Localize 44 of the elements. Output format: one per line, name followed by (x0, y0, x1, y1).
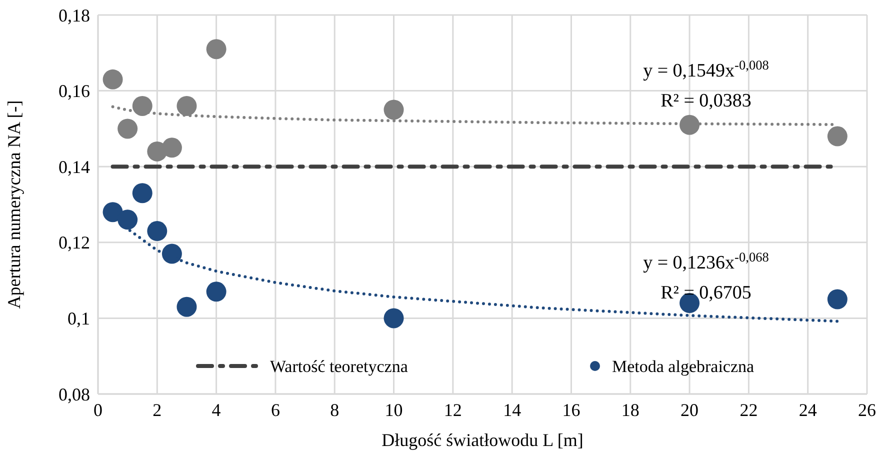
point (118, 118, 138, 139)
point (162, 138, 182, 158)
y-tick-label: 0,16 (58, 81, 90, 102)
y-tick-label: 0,18 (58, 5, 90, 26)
point (132, 96, 152, 116)
annotation: y = 0,1236x$^{-0,068}$ (643, 249, 770, 274)
point (384, 100, 404, 120)
x-tick-label: 2 (152, 400, 162, 420)
x-tick-label: 22 (740, 400, 758, 420)
x-tick-label: 6 (270, 400, 280, 420)
point (384, 308, 404, 328)
x-tick-label: 16 (562, 400, 580, 420)
x-axis-title: Długość światłowodu L [m] (382, 430, 584, 450)
x-tick-label: 24 (798, 400, 817, 420)
legend-label: Metoda algebraiczna (612, 356, 755, 376)
y-tick-label: 0,1 (68, 308, 90, 328)
annotation: R² = 0,0383 (660, 90, 752, 112)
point (206, 39, 226, 60)
y-tick-label: 0,12 (58, 232, 90, 253)
x-tick-label: 4 (212, 400, 221, 420)
y-tick-label: 0,08 (58, 384, 90, 404)
point (176, 296, 197, 317)
point (206, 282, 226, 302)
x-tick-label: 8 (330, 400, 340, 420)
point (118, 210, 138, 230)
x-tick-label: 12 (444, 400, 462, 420)
legend-label: Wartość teoretyczna (270, 356, 408, 376)
x-tick-label: 26 (858, 400, 876, 420)
point (102, 69, 123, 90)
point (827, 126, 848, 146)
x-tick-label: 14 (503, 400, 522, 420)
x-tick-label: 18 (621, 400, 640, 420)
point (827, 289, 848, 310)
annotation: y = 0,1549x$^{-0,008}$ (643, 57, 770, 82)
x-tick-label: 0 (94, 400, 102, 420)
y-tick-label: 0,14 (58, 156, 90, 177)
point (176, 96, 197, 116)
point (132, 183, 152, 204)
x-tick-label: 10 (384, 400, 403, 420)
point (162, 244, 182, 264)
y-axis-title: Apertura numeryczna NA [-] (4, 100, 24, 309)
point (680, 114, 700, 135)
x-tick-label: 20 (680, 400, 699, 420)
point (147, 221, 168, 242)
